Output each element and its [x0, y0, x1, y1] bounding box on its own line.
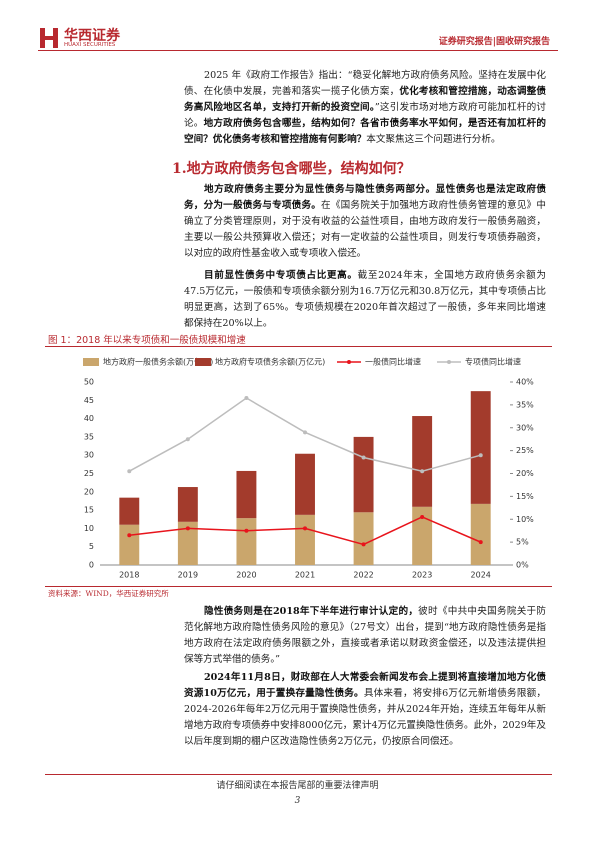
text-run: 具体来看，将安排6万亿元新增债务限额，2024-2026年每年2万亿元用于置换隐…: [184, 688, 546, 747]
line-marker: [185, 526, 190, 531]
x-tick-label: 2021: [295, 571, 315, 580]
paragraph: 2025 年《政府工作报告》指出：“稳妥化解地方政府债务风险。坚持在发展中化债、…: [184, 68, 546, 148]
x-tick-label: 2020: [236, 571, 256, 580]
bar: [470, 391, 491, 504]
paragraph: 目前显性债务中专项债占比更高。截至2024年末，全国地方政府债务余额为47.5万…: [184, 268, 546, 332]
text-run: 2025 年《政府工作报告》指出：“稳妥化解地方政府债务风险。坚持在发展中化债、…: [184, 70, 546, 97]
bar: [236, 470, 257, 519]
y2-tick-label: 20%: [516, 469, 534, 478]
y-tick-label: 20: [84, 487, 94, 496]
legend-swatch: [195, 358, 211, 366]
paragraph: 2024年11月8日，财政部在人大常委会新闻发布会上提到将直接增加地方化债资源1…: [184, 670, 546, 750]
bar: [295, 453, 315, 515]
y2-tick-label: 0%: [516, 561, 529, 570]
y2-tick-label: 15%: [516, 492, 534, 501]
line-marker: [478, 540, 483, 545]
figure-caption: 图 1：2018 年以来专项债和一般债规模和增速: [48, 335, 246, 346]
y-tick-label: 15: [84, 506, 94, 515]
figure-source: 资料来源：WIND，华西证券研究所: [48, 589, 169, 598]
text-run: 彼时《中共中央国务院关于防范化解地方政府隐性债务风险的意见》（27号文）出台，提…: [184, 606, 547, 665]
text-run: 地方政府债务包含哪些，结构如何？各省市债务率水平如何，是否还有加杠杆的空间？优化…: [184, 118, 546, 145]
text-run: 地方政府债务主要分为显性债务与隐性债务两部分。显性债务也是法定政府债务，分为一般…: [184, 184, 546, 211]
y-tick-label: 50: [84, 378, 94, 387]
x-tick-label: 2019: [178, 571, 198, 580]
chart: 0 5 10 15 20 25 30 35 40 45 50 0% 5% 10% 15% 20% 25% 30% 3…: [83, 357, 534, 580]
legend-label: 地方政府专项债务余额(万亿元): [215, 357, 325, 367]
page-number: 3: [294, 796, 301, 806]
logo-en: HUAXI SECURITIES: [64, 42, 116, 48]
bar: [412, 506, 433, 565]
line-marker: [127, 469, 132, 474]
y-tick-label: 25: [84, 469, 94, 478]
x-tick-label: 2018: [119, 571, 139, 580]
y-tick-label: 40: [84, 414, 94, 423]
bar: [295, 514, 315, 565]
x-tick-label: 2022: [353, 571, 373, 580]
bar: [470, 503, 491, 565]
text-run: ”这引发市场对地方政府可能加杠杆的讨论。: [184, 102, 547, 129]
text-run: 隐性债务则是在2018年下半年进行审计认定的，: [204, 606, 419, 617]
x-tick-label: 2024: [471, 571, 491, 580]
text-run: 本文聚焦这三个问题进行分析。: [366, 134, 501, 145]
paragraph: 隐性债务则是在2018年下半年进行审计认定的，彼时《中共中央国务院关于防范化解地…: [184, 604, 546, 668]
legend-label: 专项债同比增速: [465, 357, 521, 367]
source-rule: [45, 586, 552, 587]
y-tick-label: 5: [89, 542, 94, 551]
line-marker: [361, 455, 366, 460]
bar: [177, 521, 198, 565]
bar: [353, 512, 374, 565]
legend-swatch: [83, 358, 99, 366]
text-run: 目前显性债务中专项债占比更高。: [204, 270, 358, 281]
y-tick-label: 0: [89, 561, 94, 570]
bar: [177, 487, 198, 522]
bar: [353, 436, 374, 513]
y2-tick-label: 30%: [516, 423, 534, 432]
bar: [119, 497, 140, 525]
line-marker: [303, 430, 307, 435]
legend-marker: [347, 360, 351, 364]
y2-tick-label: 10%: [516, 515, 534, 524]
line-marker: [185, 437, 190, 442]
line-marker: [244, 396, 249, 401]
y-tick-label: 10: [84, 524, 94, 533]
line-marker: [361, 542, 366, 547]
section-heading: 1.地方政府债务包含哪些，结构如何？: [172, 161, 411, 177]
y2-tick-label: 5%: [516, 538, 529, 547]
line-marker: [420, 514, 425, 519]
footer-notice: 请仔细阅读在本报告尾部的重要法律声明: [216, 781, 379, 791]
legend-label: 地方政府一般债务余额(万亿元): [103, 357, 213, 367]
line-marker: [420, 469, 425, 474]
y2-tick-label: 35%: [516, 400, 534, 409]
y-tick-label: 30: [84, 451, 94, 460]
bar: [412, 416, 433, 507]
x-tick-label: 2023: [412, 571, 432, 580]
logo-mark: [40, 28, 58, 48]
y2-tick-label: 25%: [516, 446, 534, 455]
y-tick-label: 45: [84, 396, 94, 405]
paragraph: 地方政府债务主要分为显性债务与隐性债务两部分。显性债务也是法定政府债务，分为一般…: [184, 182, 546, 262]
line-marker: [478, 453, 483, 458]
text-run: 2024年11月8日，财政部在人大常委会新闻发布会上提到将直接增加地方化债资源1…: [184, 672, 546, 699]
caption-rule: [45, 346, 552, 347]
text-run: 在《国务院关于加强地方政府性债务管理的意见》中确立了分类管理原则，对于没有收益的…: [184, 200, 546, 259]
legend-label: 一般债同比增速: [365, 357, 421, 367]
line-marker: [127, 533, 132, 538]
logo-cn: 华西证券: [64, 28, 120, 44]
text-run: 截至2024年末，全国地方政府债务余额为47.5万亿元，一般债和专项债余额分别为…: [184, 270, 546, 329]
y-tick-label: 35: [84, 432, 94, 441]
line-marker: [303, 526, 307, 531]
header-rule: [38, 50, 558, 51]
bar: [119, 524, 140, 565]
footer-rule: [45, 774, 552, 775]
report-type: 证券研究报告|固收研究报告: [438, 37, 550, 47]
text-run: 优化考核和管控措施，动态调整债务高风险地区名单，支持打开新的投资空间。: [184, 86, 546, 113]
line-marker: [244, 528, 249, 533]
bar: [236, 518, 257, 565]
y2-tick-label: 40%: [516, 378, 534, 387]
legend-marker: [447, 360, 451, 364]
